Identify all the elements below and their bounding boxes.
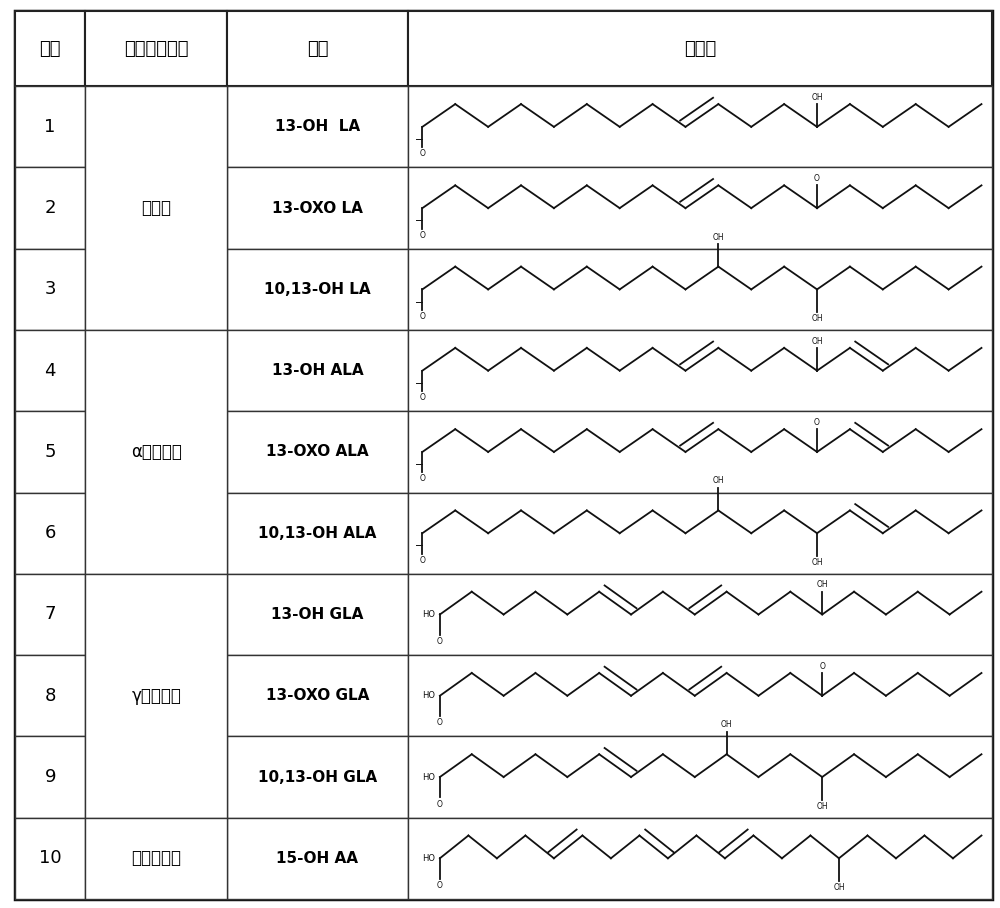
Text: α－亚麦酸: α－亚麦酸 <box>131 443 182 461</box>
Text: O: O <box>437 800 443 808</box>
Bar <box>408 817 992 899</box>
Bar <box>227 411 408 492</box>
Bar <box>85 330 227 574</box>
Text: O: O <box>814 174 820 183</box>
Text: 10,13-OH ALA: 10,13-OH ALA <box>258 526 377 540</box>
Bar <box>408 736 992 817</box>
Text: OH: OH <box>811 337 823 346</box>
Bar <box>15 249 85 330</box>
Text: OH: OH <box>816 580 828 589</box>
Bar <box>227 492 408 574</box>
Text: O: O <box>419 556 425 565</box>
Text: OH: OH <box>811 558 823 568</box>
Text: 1: 1 <box>44 118 56 136</box>
Text: O: O <box>814 418 820 427</box>
Bar <box>85 817 227 899</box>
Bar <box>408 167 992 249</box>
Bar <box>15 492 85 574</box>
Bar <box>15 736 85 817</box>
Bar <box>227 86 408 167</box>
Text: O: O <box>437 718 443 727</box>
Bar <box>408 330 992 411</box>
Text: HO: HO <box>422 691 435 700</box>
Text: O: O <box>419 312 425 321</box>
Text: OH: OH <box>721 720 732 729</box>
Text: 10,13-OH LA: 10,13-OH LA <box>264 281 371 297</box>
Text: O: O <box>419 393 425 402</box>
Text: 13-OXO LA: 13-OXO LA <box>272 201 363 215</box>
Bar <box>408 11 992 86</box>
Text: 花生四烯酸: 花生四烯酸 <box>131 849 181 867</box>
Text: OH: OH <box>833 883 845 893</box>
Bar <box>227 655 408 736</box>
Text: O: O <box>419 150 425 158</box>
Bar <box>408 655 992 736</box>
Text: OH: OH <box>811 314 823 323</box>
Text: 2: 2 <box>44 199 56 217</box>
Bar <box>85 574 227 817</box>
Bar <box>15 11 85 86</box>
Text: 10: 10 <box>39 849 61 867</box>
Text: 15-OH AA: 15-OH AA <box>276 851 358 866</box>
Bar <box>227 249 408 330</box>
Bar <box>408 492 992 574</box>
Text: 3: 3 <box>44 281 56 299</box>
Text: 6: 6 <box>44 524 56 542</box>
Bar <box>15 330 85 411</box>
Text: 5: 5 <box>44 443 56 461</box>
Text: 13-OXO ALA: 13-OXO ALA <box>266 444 369 459</box>
Text: 8: 8 <box>44 686 56 705</box>
Bar <box>408 86 992 167</box>
Text: OH: OH <box>811 93 823 102</box>
Bar <box>85 11 227 86</box>
Text: HO: HO <box>422 610 435 619</box>
Text: 13-OXO GLA: 13-OXO GLA <box>266 688 369 703</box>
Bar <box>15 574 85 655</box>
Text: OH: OH <box>816 802 828 811</box>
Text: OH: OH <box>713 477 724 486</box>
Bar <box>408 574 992 655</box>
Text: 9: 9 <box>44 768 56 786</box>
Bar <box>15 167 85 249</box>
Text: γ－亚麦酸: γ－亚麦酸 <box>131 686 181 705</box>
Bar <box>408 411 992 492</box>
Text: O: O <box>437 637 443 646</box>
Text: O: O <box>437 881 443 890</box>
Bar <box>408 249 992 330</box>
Text: OH: OH <box>713 232 724 242</box>
Bar <box>227 736 408 817</box>
Text: 13-OH ALA: 13-OH ALA <box>272 363 363 378</box>
Bar <box>227 817 408 899</box>
Text: 缩写: 缩写 <box>307 40 328 57</box>
Text: 13-OH  LA: 13-OH LA <box>275 119 360 134</box>
Bar <box>15 817 85 899</box>
Bar <box>15 655 85 736</box>
Text: HO: HO <box>422 773 435 782</box>
Text: 10,13-OH GLA: 10,13-OH GLA <box>258 769 377 785</box>
Text: 亚油酸: 亚油酸 <box>141 199 171 217</box>
Bar <box>227 574 408 655</box>
Text: 衍生的脂肪酸: 衍生的脂肪酸 <box>124 40 188 57</box>
Text: 4: 4 <box>44 361 56 380</box>
Text: 编号: 编号 <box>39 40 61 57</box>
Text: O: O <box>419 231 425 240</box>
Bar <box>227 11 408 86</box>
Bar <box>85 86 227 330</box>
Bar <box>227 330 408 411</box>
Bar <box>15 86 85 167</box>
Text: HO: HO <box>423 854 436 863</box>
Text: 7: 7 <box>44 606 56 624</box>
Bar <box>15 411 85 492</box>
Text: O: O <box>819 662 825 671</box>
Text: 结构式: 结构式 <box>684 40 716 57</box>
Text: O: O <box>419 475 425 483</box>
Text: 13-OH GLA: 13-OH GLA <box>271 607 364 622</box>
Bar <box>227 167 408 249</box>
